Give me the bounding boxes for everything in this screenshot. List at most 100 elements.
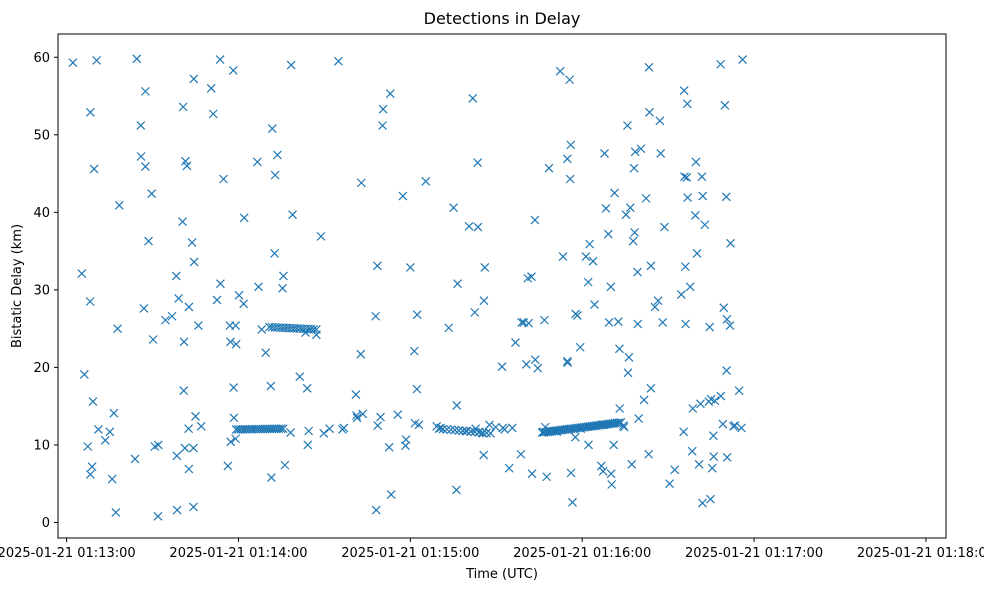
data-point-marker bbox=[584, 440, 593, 450]
data-point-marker bbox=[351, 390, 361, 399]
data-point-marker bbox=[147, 189, 157, 199]
data-point-marker bbox=[409, 346, 419, 356]
data-point-marker bbox=[228, 66, 238, 75]
data-point-marker bbox=[629, 163, 639, 173]
data-point-marker bbox=[109, 408, 119, 418]
data-point-marker bbox=[231, 321, 241, 330]
data-point-marker bbox=[393, 410, 403, 420]
data-point-marker bbox=[615, 404, 625, 413]
data-point-marker bbox=[384, 442, 394, 452]
data-point-marker bbox=[566, 468, 576, 478]
data-point-marker bbox=[681, 319, 691, 329]
data-point-marker bbox=[278, 283, 288, 293]
data-point-marker bbox=[223, 461, 233, 471]
data-point-marker bbox=[511, 338, 520, 348]
data-point-marker bbox=[527, 272, 536, 282]
data-point-marker bbox=[85, 107, 95, 117]
data-point-marker bbox=[386, 490, 396, 500]
data-point-marker bbox=[311, 324, 321, 334]
data-point-marker bbox=[606, 469, 616, 479]
data-point-marker bbox=[544, 163, 554, 173]
data-point-marker bbox=[372, 261, 382, 271]
data-point-marker bbox=[697, 172, 707, 182]
data-point-marker bbox=[462, 426, 472, 436]
data-point-marker bbox=[309, 324, 319, 334]
data-point-marker bbox=[193, 321, 203, 330]
data-point-marker bbox=[452, 485, 461, 495]
data-point-marker bbox=[266, 473, 276, 482]
data-point-marker bbox=[623, 368, 633, 378]
data-point-marker bbox=[603, 229, 613, 239]
data-point-marker bbox=[215, 55, 225, 65]
data-point-marker bbox=[555, 66, 565, 76]
data-point-marker bbox=[613, 317, 623, 327]
data-point-marker bbox=[229, 383, 239, 392]
data-point-marker bbox=[172, 505, 182, 515]
data-point-marker bbox=[286, 428, 296, 437]
data-point-marker bbox=[87, 462, 97, 472]
data-point-marker bbox=[601, 204, 611, 213]
data-point-marker bbox=[636, 144, 646, 154]
data-point-marker bbox=[685, 282, 695, 292]
data-point-marker bbox=[655, 116, 665, 126]
data-point-marker bbox=[598, 466, 608, 476]
data-point-marker bbox=[261, 348, 271, 358]
data-point-marker bbox=[628, 236, 638, 246]
data-point-marker bbox=[676, 290, 686, 299]
y-tick-label: 40 bbox=[33, 206, 50, 221]
data-point-marker bbox=[449, 203, 459, 213]
data-point-marker bbox=[171, 271, 181, 281]
y-axis-label: Bistatic Delay (km) bbox=[10, 224, 25, 348]
data-point-marker bbox=[716, 59, 725, 69]
axes-ticks: 2025-01-21 01:13:00 2025-01-21 01:14:00 20… bbox=[0, 51, 984, 561]
data-point-marker bbox=[645, 107, 654, 117]
data-point-marker bbox=[623, 121, 632, 130]
data-point-marker bbox=[507, 423, 517, 433]
data-point-marker bbox=[93, 425, 103, 434]
data-point-marker bbox=[319, 428, 329, 438]
data-point-marker bbox=[189, 502, 198, 512]
data-point-marker bbox=[709, 452, 719, 462]
data-point-marker bbox=[257, 324, 267, 334]
data-point-marker bbox=[639, 395, 649, 405]
data-point-marker bbox=[458, 426, 468, 436]
data-point-marker bbox=[229, 413, 239, 423]
data-point-marker bbox=[280, 460, 290, 470]
data-point-marker bbox=[189, 74, 199, 84]
data-point-marker bbox=[570, 432, 580, 442]
data-point-marker bbox=[716, 391, 726, 401]
data-point-marker bbox=[633, 319, 643, 329]
data-point-marker bbox=[113, 324, 123, 334]
data-point-marker bbox=[304, 426, 314, 436]
data-point-marker bbox=[352, 413, 362, 423]
y-tick-label: 60 bbox=[33, 51, 50, 66]
data-point-marker bbox=[178, 217, 188, 227]
data-point-marker bbox=[148, 335, 158, 344]
data-point-marker bbox=[700, 220, 710, 230]
data-point-marker bbox=[614, 418, 624, 428]
data-point-marker bbox=[473, 222, 483, 232]
data-point-marker bbox=[189, 257, 199, 267]
data-point-marker bbox=[412, 384, 422, 394]
data-point-marker bbox=[630, 147, 640, 157]
data-point-marker bbox=[226, 337, 235, 347]
data-point-marker bbox=[568, 497, 577, 507]
data-point-marker bbox=[153, 440, 163, 450]
data-point-marker bbox=[405, 262, 415, 272]
data-point-marker bbox=[530, 355, 540, 365]
data-point-marker bbox=[572, 311, 582, 320]
data-point-marker bbox=[575, 342, 585, 352]
data-point-marker bbox=[206, 83, 216, 93]
x-tick-label: 2025-01-21 01:18:00 bbox=[857, 546, 984, 561]
data-point-marker bbox=[302, 383, 312, 393]
data-point-marker bbox=[565, 174, 575, 184]
data-point-marker bbox=[474, 427, 484, 437]
data-point-marker bbox=[179, 386, 189, 396]
x-tick-label: 2025-01-21 01:13:00 bbox=[0, 546, 136, 561]
data-point-marker bbox=[89, 164, 99, 174]
data-point-marker bbox=[182, 161, 192, 171]
data-point-marker bbox=[710, 396, 720, 406]
data-point-marker bbox=[231, 339, 241, 349]
data-point-marker bbox=[690, 211, 700, 220]
